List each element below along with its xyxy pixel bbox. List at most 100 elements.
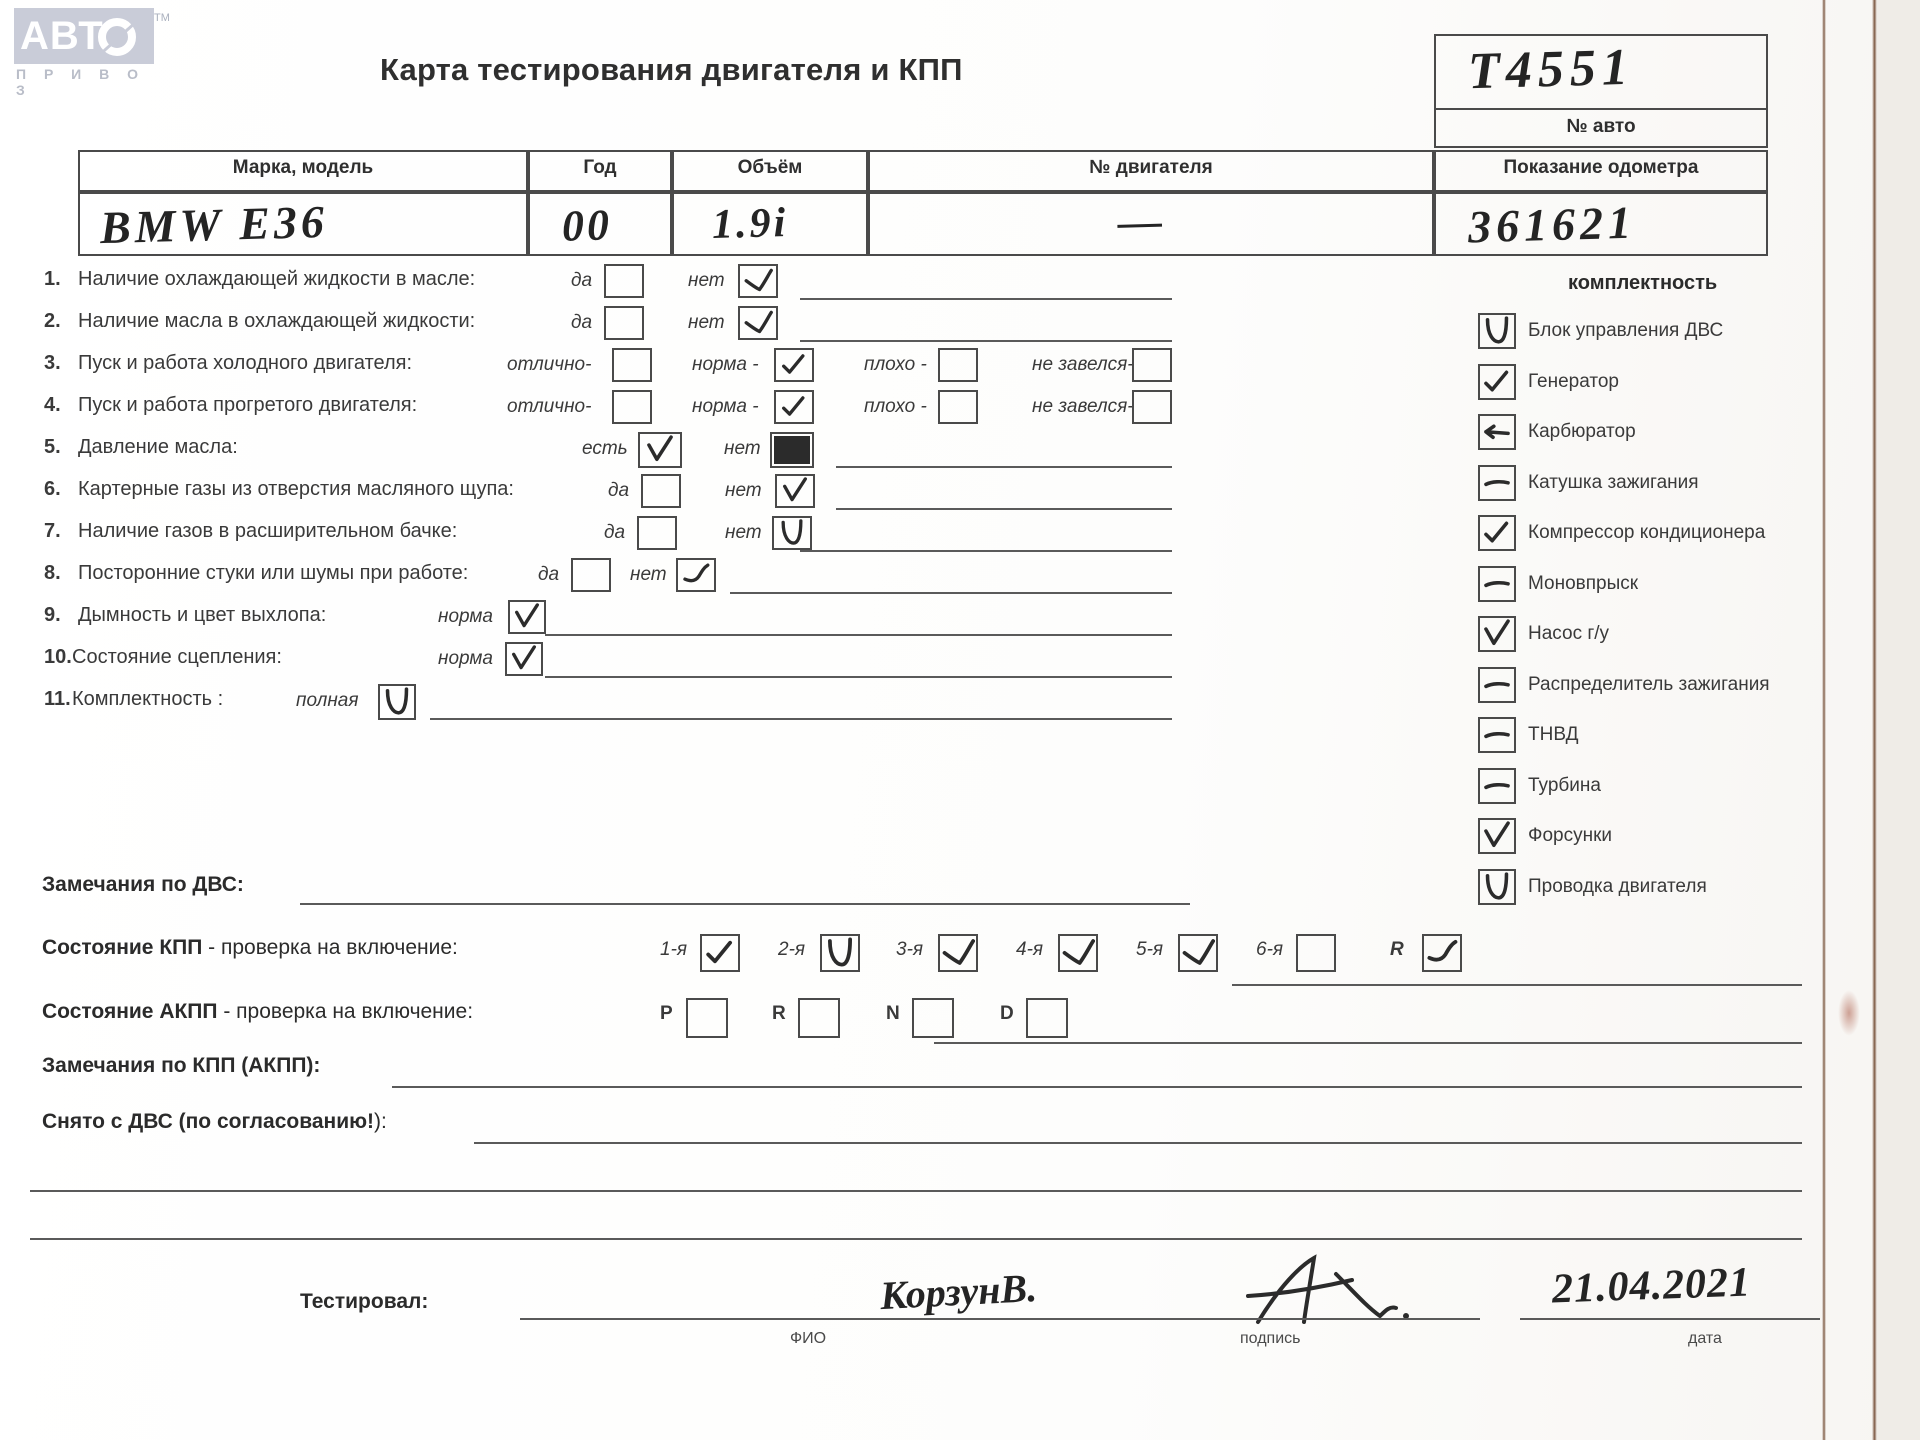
complectness-item-label: Насос г/у xyxy=(1528,623,1610,644)
checklist-item-number: 3. xyxy=(44,352,61,374)
checklist-option-box[interactable] xyxy=(604,264,644,298)
checklist-option-box[interactable] xyxy=(604,306,644,340)
tester-name-line[interactable] xyxy=(520,1318,1200,1320)
checklist-item-number: 1. xyxy=(44,268,61,290)
checklist-option-box[interactable] xyxy=(774,390,814,424)
complectness-checkbox[interactable] xyxy=(1478,717,1516,753)
checklist-option-label: не завелся- xyxy=(1032,396,1134,417)
checklist-note-line[interactable] xyxy=(800,550,1172,552)
kpp-notes-line[interactable] xyxy=(392,1086,1802,1088)
filled-box[interactable] xyxy=(774,436,810,464)
checklist-note-line[interactable] xyxy=(545,676,1172,678)
akpp-mode-checkbox[interactable] xyxy=(912,998,954,1038)
checklist-note-line[interactable] xyxy=(430,718,1172,720)
kpp-gear-checkbox[interactable] xyxy=(700,934,740,972)
checklist-option-box[interactable] xyxy=(638,432,682,468)
checklist-option-box[interactable] xyxy=(770,432,814,468)
date-line[interactable] xyxy=(1520,1318,1820,1320)
complectness-item-label: Моновпрыск xyxy=(1528,573,1639,594)
checklist-note-line[interactable] xyxy=(730,592,1172,594)
kpp-section-title: Состояние КПП - проверка на включение: xyxy=(42,936,458,960)
checklist-option-box[interactable] xyxy=(738,264,778,298)
complectness-checkbox[interactable] xyxy=(1478,364,1516,400)
checklist-option-label: да xyxy=(571,270,593,291)
logo-subtitle: П Р И В О З xyxy=(16,66,146,98)
complectness-item-label: Проводка двигателя xyxy=(1528,876,1707,897)
td-brand-model xyxy=(78,192,528,256)
removed-line-3[interactable] xyxy=(30,1238,1802,1240)
vehicle-no-label: № авто xyxy=(1566,116,1636,137)
kpp-gear-checkbox[interactable] xyxy=(1178,934,1218,972)
checklist-item-number: 2. xyxy=(44,310,61,332)
akpp-mode-label: N xyxy=(886,1003,900,1024)
checklist-option-box[interactable] xyxy=(938,348,978,382)
checklist-option-box[interactable] xyxy=(505,642,543,676)
removed-line-1[interactable] xyxy=(474,1142,1802,1144)
avtoprivoz-logo: АВТ TM П Р И В О З xyxy=(14,8,170,98)
checklist-item-number: 9. xyxy=(44,604,61,626)
akpp-mode-checkbox[interactable] xyxy=(686,998,728,1038)
checklist-option-label: да xyxy=(608,480,630,501)
vehicle-no-handwritten: Т4551 xyxy=(1467,38,1635,101)
complectness-checkbox[interactable] xyxy=(1478,768,1516,804)
complectness-checkbox[interactable] xyxy=(1478,616,1516,652)
complectness-checkbox[interactable] xyxy=(1478,465,1516,501)
removed-label-c: ): xyxy=(374,1110,387,1133)
checklist-note-line[interactable] xyxy=(836,466,1172,468)
complectness-checkbox[interactable] xyxy=(1478,515,1516,551)
checklist-option-box[interactable] xyxy=(1132,390,1172,424)
akpp-inline-line[interactable] xyxy=(934,1042,1802,1044)
kpp-notes-label: Замечания по КПП (АКПП): xyxy=(42,1054,321,1077)
checklist-option-box[interactable] xyxy=(378,684,416,720)
complectness-title: комплектность xyxy=(1568,272,1718,294)
removed-line-2[interactable] xyxy=(30,1190,1802,1192)
checklist-option-box[interactable] xyxy=(612,348,652,382)
checklist-item-number: 10. xyxy=(44,646,72,668)
checklist-option-box[interactable] xyxy=(938,390,978,424)
checklist-option-box[interactable] xyxy=(774,348,814,382)
kpp-gear-checkbox[interactable] xyxy=(1422,934,1462,972)
th-odometer xyxy=(1434,150,1768,192)
checklist-option-label: норма xyxy=(438,606,493,627)
complectness-checkbox[interactable] xyxy=(1478,414,1516,450)
th-volume-label: Объём xyxy=(737,157,803,178)
checklist-item-label: Наличие газов в расширительном бачке: xyxy=(78,520,458,542)
checklist-option-label: нет xyxy=(630,564,667,585)
kpp-gear-checkbox[interactable] xyxy=(820,934,860,972)
signature-line[interactable] xyxy=(1200,1318,1480,1320)
checklist-option-box[interactable] xyxy=(612,390,652,424)
checklist-note-line[interactable] xyxy=(800,340,1172,342)
checklist-option-box[interactable] xyxy=(641,474,681,508)
checklist-option-box[interactable] xyxy=(676,558,716,592)
scan-blotch xyxy=(1838,990,1860,1036)
checklist-option-box[interactable] xyxy=(571,558,611,592)
checklist-option-box[interactable] xyxy=(637,516,677,550)
akpp-mode-checkbox[interactable] xyxy=(798,998,840,1038)
kpp-gear-checkbox[interactable] xyxy=(1058,934,1098,972)
checklist-option-box[interactable] xyxy=(1132,348,1172,382)
checklist-note-line[interactable] xyxy=(836,508,1172,510)
checklist-option-box[interactable] xyxy=(775,474,815,508)
checklist-note-line[interactable] xyxy=(545,634,1172,636)
checklist-item-label: Посторонние стуки или шумы при работе: xyxy=(78,562,469,584)
checklist-option-box[interactable] xyxy=(508,600,546,634)
checklist-item-number: 5. xyxy=(44,436,61,458)
kpp-gear-checkbox[interactable] xyxy=(938,934,978,972)
checklist-option-label: плохо - xyxy=(864,354,927,375)
complectness-checkbox[interactable] xyxy=(1478,566,1516,602)
akpp-mode-checkbox[interactable] xyxy=(1026,998,1068,1038)
kpp-notes-inline-line[interactable] xyxy=(1232,984,1802,986)
complectness-checkbox[interactable] xyxy=(1478,667,1516,703)
th-brand-model-label: Марка, модель xyxy=(232,157,374,178)
checklist-option-box[interactable] xyxy=(738,306,778,340)
complectness-checkbox[interactable] xyxy=(1478,869,1516,905)
checklist-item-number: 11. xyxy=(44,688,71,710)
engine-notes-line[interactable] xyxy=(300,903,1190,905)
checklist-note-line[interactable] xyxy=(800,298,1172,300)
complectness-checkbox[interactable] xyxy=(1478,818,1516,854)
kpp-gear-checkbox[interactable] xyxy=(1296,934,1336,972)
complectness-checkbox[interactable] xyxy=(1478,313,1516,349)
checklist-option-box[interactable] xyxy=(772,516,812,550)
kpp-gear-label: 4-я xyxy=(1016,939,1044,960)
